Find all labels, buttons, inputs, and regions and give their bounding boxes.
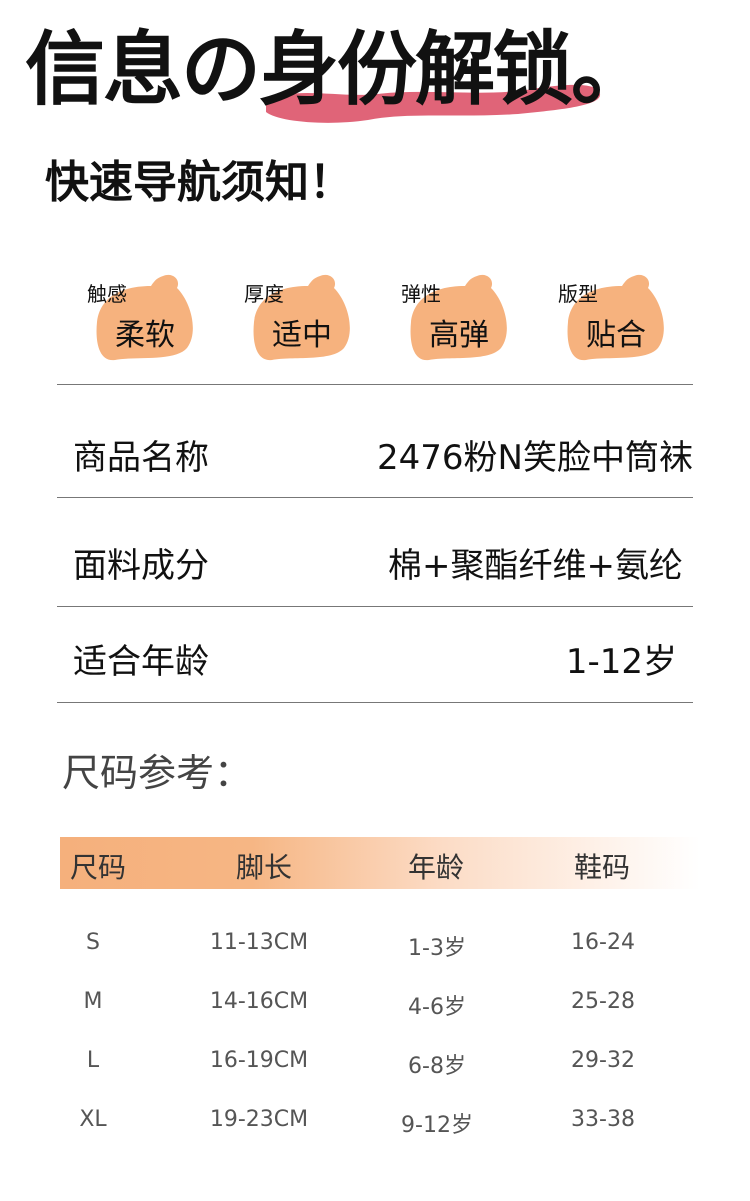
detail-label: 面料成分 <box>73 546 209 586</box>
table-cell: S <box>86 930 100 955</box>
highlight-stroke <box>266 84 601 123</box>
detail-value: 2476粉N笑脸中筒袜 <box>377 438 693 478</box>
divider <box>57 702 693 703</box>
table-cell: 33-38 <box>571 1107 635 1132</box>
table-cell: 1-3岁 <box>408 936 466 961</box>
badge-value: 贴合 <box>586 318 646 353</box>
detail-value: 1-12岁 <box>565 642 677 682</box>
detail-label: 适合年龄 <box>73 642 209 682</box>
blob-shape <box>567 274 664 361</box>
table-cell: 14-16CM <box>209 989 309 1014</box>
badge-label: 版型 <box>558 282 598 306</box>
badge-label: 触感 <box>87 282 127 306</box>
badge-thickness: 厚度 适中 <box>244 272 364 364</box>
blob-shape <box>410 274 507 361</box>
detail-row-age: 适合年龄 1-12岁 <box>73 634 677 683</box>
badge-value: 高弹 <box>429 318 489 353</box>
table-cell: 29-32 <box>571 1048 635 1073</box>
table-cell: XL <box>79 1107 107 1132</box>
detail-value: 棉+聚酯纤维+氨纶 <box>388 546 683 586</box>
table-cell: 11-13CM <box>209 930 309 955</box>
column-header: 脚长 <box>236 851 293 884</box>
table-cell: 25-28 <box>571 989 635 1014</box>
table-cell: M <box>83 989 103 1014</box>
table-cell: 9-12岁 <box>401 1113 473 1138</box>
divider <box>57 384 693 385</box>
badge-elasticity: 弹性 高弹 <box>401 272 521 364</box>
divider <box>57 606 693 607</box>
detail-row-material: 面料成分 棉+聚酯纤维+氨纶 <box>73 538 683 587</box>
detail-label: 商品名称 <box>73 438 209 478</box>
badge-fit: 版型 贴合 <box>558 272 678 364</box>
badge-value: 柔软 <box>115 318 175 353</box>
table-cell: L <box>86 1048 100 1073</box>
column-header: 年龄 <box>408 851 465 884</box>
table-cell: 16-24 <box>571 930 635 955</box>
blob-shape <box>253 274 350 361</box>
badge-label: 厚度 <box>244 282 284 306</box>
blob-shape <box>96 274 193 361</box>
page-subtitle: 快速导航须知！ <box>45 157 353 208</box>
table-cell: 19-23CM <box>209 1107 309 1132</box>
badge-label: 弹性 <box>401 282 441 306</box>
size-chart-heading: 尺码参考： <box>62 751 253 795</box>
divider <box>57 497 693 498</box>
table-cell: 4-6岁 <box>408 995 466 1020</box>
size-table-header <box>60 837 700 889</box>
badge-touch: 触感 柔软 <box>87 272 207 364</box>
page-title: 信息の身份解锁。 <box>25 23 651 116</box>
detail-row-name: 商品名称 2476粉N笑脸中筒袜 <box>73 430 693 479</box>
column-header: 鞋码 <box>574 851 631 884</box>
badge-value: 适中 <box>272 318 332 353</box>
column-header: 尺码 <box>70 851 127 884</box>
table-cell: 6-8岁 <box>408 1054 466 1079</box>
table-cell: 16-19CM <box>209 1048 309 1073</box>
